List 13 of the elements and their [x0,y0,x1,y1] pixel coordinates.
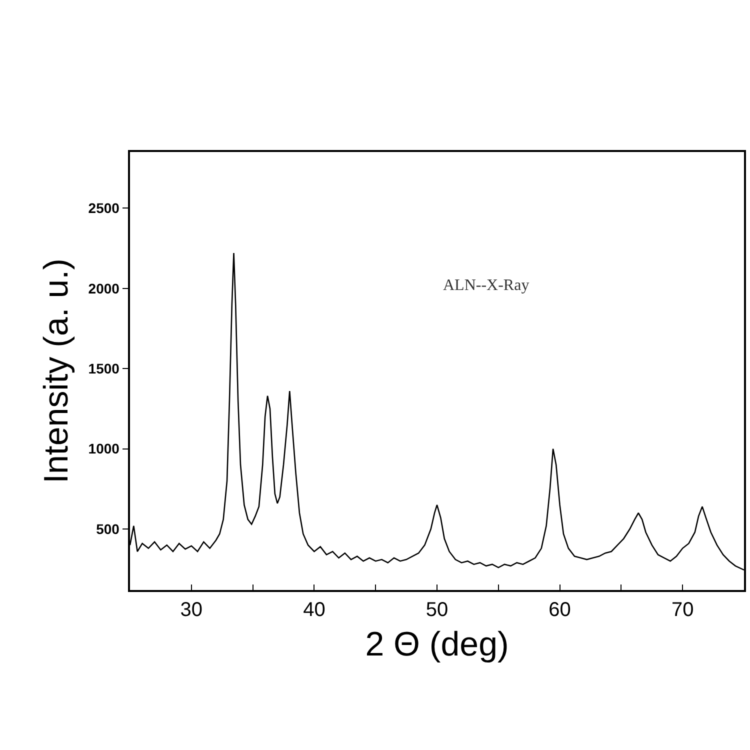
x-tick-label: 40 [303,598,326,621]
y-tick-label: 2000 [88,280,120,296]
y-tick-label: 1000 [88,440,120,457]
y-tick-label: 1500 [88,360,120,376]
x-tick-label: 70 [671,598,694,621]
x-tick-label: 50 [426,598,448,621]
y-tick-label: 2500 [88,200,120,216]
x-tick-label: 30 [180,598,203,621]
y-tick-label: 500 [96,520,120,537]
x-axis-title: 2 Θ (deg) [365,626,509,664]
y-axis-title: Intensity (a. u.) [37,258,76,484]
annotation: ALN--X-Ray [443,277,530,294]
x-tick-label: 60 [548,598,571,621]
